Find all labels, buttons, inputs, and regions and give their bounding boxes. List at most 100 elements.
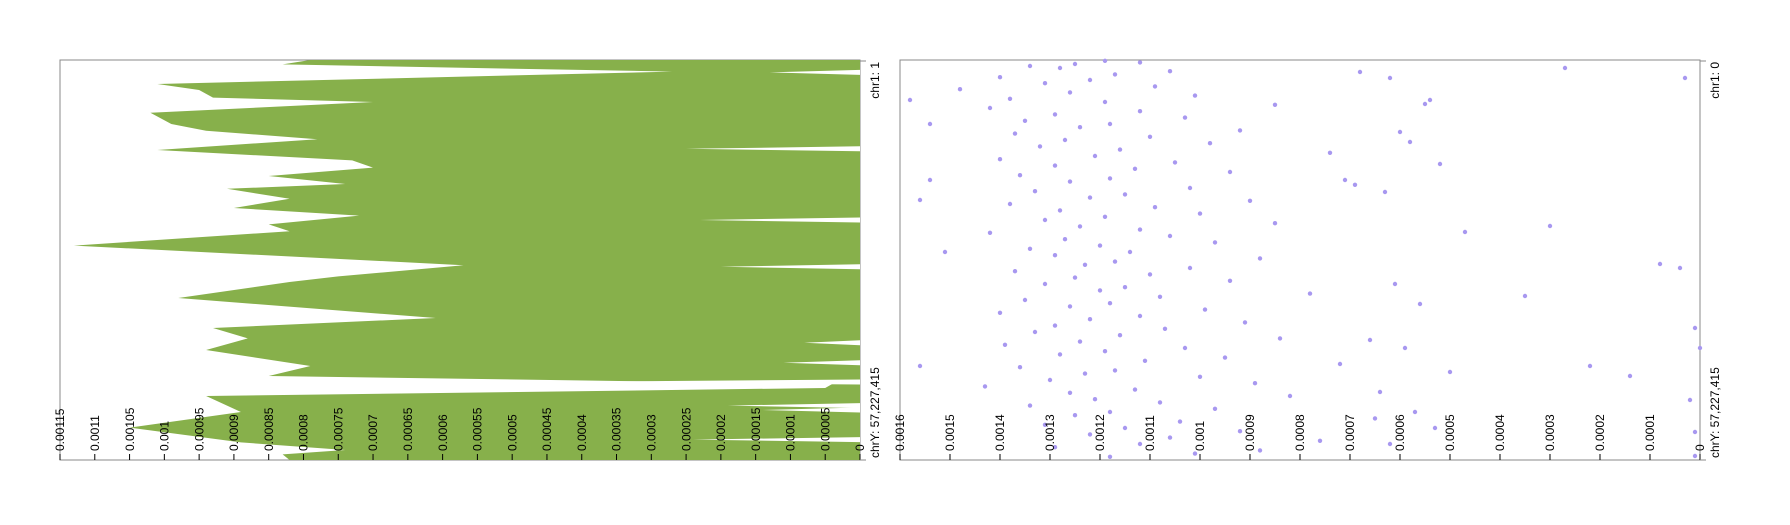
value-tick-label: 0.0001 <box>784 414 798 451</box>
data-point <box>927 177 933 183</box>
value-tick-label: 0.0007 <box>1343 414 1357 451</box>
scatter-points <box>907 58 1703 459</box>
data-point <box>1062 237 1068 242</box>
data-point <box>1222 355 1228 360</box>
data-point <box>1447 369 1453 375</box>
data-point <box>1157 400 1163 405</box>
value-tick-label: 0.0014 <box>993 414 1007 451</box>
value-tick-label: 0.0011 <box>1143 415 1157 451</box>
genome-start-label: chr1: 0 <box>1708 62 1722 99</box>
data-point <box>1257 448 1263 453</box>
data-point <box>1327 150 1333 155</box>
data-point <box>1012 269 1018 274</box>
data-point <box>987 230 993 235</box>
data-point <box>1677 265 1683 271</box>
data-point <box>997 310 1003 315</box>
data-point <box>1657 261 1663 267</box>
data-point <box>1587 363 1593 369</box>
value-tick-label: 0.0008 <box>297 414 311 451</box>
data-point <box>1192 93 1198 98</box>
data-point <box>1017 365 1023 370</box>
data-point <box>917 363 923 369</box>
value-tick-label: 0.001 <box>1193 421 1207 451</box>
data-point <box>1087 432 1093 437</box>
data-point <box>1692 429 1698 435</box>
data-point <box>1397 129 1403 135</box>
data-point <box>1682 75 1688 81</box>
data-point <box>1092 397 1098 402</box>
data-point <box>1102 214 1108 219</box>
coverage-gap <box>693 437 860 443</box>
data-point <box>1142 358 1148 363</box>
data-point <box>1207 141 1213 146</box>
data-point <box>1697 345 1703 351</box>
data-point <box>1247 198 1253 203</box>
data-point <box>1437 161 1443 167</box>
data-point <box>1402 345 1408 351</box>
data-point <box>1032 189 1038 194</box>
data-point <box>1357 69 1363 75</box>
data-point <box>1027 63 1033 69</box>
coverage-gap <box>769 69 860 75</box>
data-point <box>1187 185 1193 191</box>
data-point <box>1432 425 1438 431</box>
data-point <box>1242 320 1248 325</box>
data-point <box>1692 325 1698 331</box>
value-tick-label: 0.0004 <box>575 414 589 451</box>
data-point <box>1137 441 1143 447</box>
data-point <box>1342 177 1348 183</box>
data-point <box>1037 144 1043 149</box>
data-point <box>1087 317 1093 322</box>
data-point <box>1227 169 1233 175</box>
data-point <box>1187 265 1193 271</box>
data-point <box>982 384 988 389</box>
value-tick-label: 0.0015 <box>943 414 957 451</box>
value-tick-label: 0.0009 <box>1243 414 1257 451</box>
value-tick-label: 0.00035 <box>610 407 624 451</box>
data-point <box>1052 253 1058 258</box>
coverage-gap <box>700 217 860 223</box>
value-tick-label: 0.0008 <box>1293 414 1307 451</box>
data-point <box>1627 373 1633 379</box>
data-point <box>1687 397 1693 403</box>
data-point <box>1392 281 1398 287</box>
data-point <box>1162 326 1168 331</box>
value-tick-label: 0.0003 <box>1543 414 1557 451</box>
data-point <box>1082 262 1088 267</box>
data-point <box>1367 337 1373 343</box>
data-point <box>1067 304 1073 309</box>
data-point <box>1272 221 1278 226</box>
data-point <box>1462 229 1468 235</box>
data-point <box>1412 409 1418 415</box>
data-point <box>1137 109 1143 114</box>
data-point <box>1102 349 1108 354</box>
data-point <box>1107 176 1113 181</box>
data-point <box>1077 339 1083 344</box>
data-point <box>1122 285 1128 290</box>
data-point <box>1097 288 1103 293</box>
data-point <box>1017 173 1023 178</box>
data-point <box>1052 323 1058 328</box>
data-point <box>1377 389 1383 395</box>
data-point <box>1112 259 1118 264</box>
data-point <box>1077 224 1083 229</box>
genome-axis: chr1: 1 chrY: 57,227,415 <box>860 60 882 461</box>
value-tick-label: 0.0003 <box>644 414 658 451</box>
data-point <box>907 97 913 103</box>
data-point <box>1132 387 1138 392</box>
data-point <box>1112 368 1118 373</box>
value-tick-label: 0.0007 <box>366 414 380 451</box>
data-point <box>1007 201 1013 207</box>
value-tick-label: 0.00075 <box>331 407 345 451</box>
value-tick-label: 0.0009 <box>227 414 241 451</box>
data-point <box>1062 137 1068 143</box>
data-point <box>1092 153 1098 159</box>
genome-end-label: chrY: 57,227,415 <box>1708 367 1722 458</box>
area-marks <box>73 60 860 460</box>
data-point <box>1087 195 1093 200</box>
data-point <box>1522 293 1528 299</box>
data-point <box>1147 134 1153 139</box>
value-tick-label: 0.00105 <box>123 407 137 451</box>
data-point <box>1127 249 1133 255</box>
